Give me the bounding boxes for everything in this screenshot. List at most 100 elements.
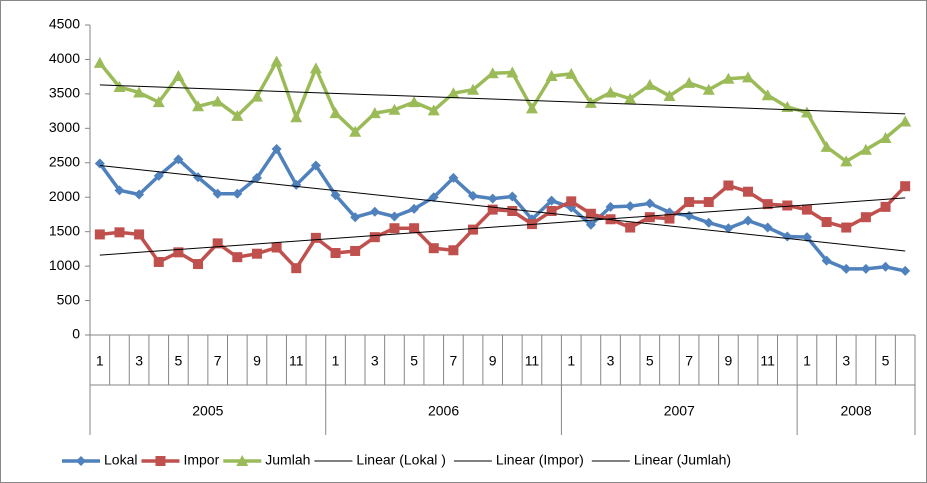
data-point bbox=[624, 92, 637, 104]
data-point bbox=[113, 81, 126, 92]
data-point bbox=[211, 95, 224, 107]
legend-label: Linear (Jumlah) bbox=[634, 452, 731, 468]
data-point bbox=[134, 229, 145, 240]
data-point bbox=[782, 200, 793, 211]
data-point bbox=[369, 206, 380, 217]
x-tick-label: 5 bbox=[410, 353, 418, 369]
legend-marker bbox=[155, 456, 166, 466]
data-point bbox=[212, 188, 223, 199]
legend-label: Linear (Lokal ) bbox=[356, 452, 446, 468]
data-point bbox=[506, 66, 519, 78]
x-tick-label: 3 bbox=[135, 353, 143, 369]
data-point bbox=[565, 67, 578, 79]
data-point bbox=[841, 263, 852, 274]
data-point bbox=[231, 109, 244, 121]
data-point bbox=[743, 215, 754, 226]
data-point bbox=[310, 232, 321, 243]
data-point bbox=[625, 222, 636, 233]
x-tick-label: 5 bbox=[174, 353, 182, 369]
x-tick-label: 3 bbox=[371, 353, 379, 369]
y-tick-label: 1000 bbox=[49, 257, 80, 273]
data-point bbox=[467, 83, 480, 95]
data-point bbox=[762, 222, 773, 233]
data-point bbox=[468, 224, 479, 235]
data-point bbox=[625, 201, 636, 212]
data-point bbox=[212, 238, 223, 249]
trendline bbox=[99, 165, 906, 252]
x-tick-label: 7 bbox=[214, 353, 222, 369]
data-point bbox=[350, 245, 361, 256]
data-point bbox=[114, 227, 125, 238]
data-point bbox=[250, 90, 263, 102]
y-tick-label: 4000 bbox=[49, 50, 80, 66]
data-point bbox=[251, 248, 262, 259]
data-point bbox=[369, 232, 380, 243]
data-point bbox=[880, 201, 891, 212]
data-point bbox=[133, 86, 146, 98]
data-point bbox=[310, 160, 321, 171]
trendline bbox=[99, 84, 906, 115]
data-point bbox=[507, 191, 518, 202]
x-tick-label: 9 bbox=[253, 353, 261, 369]
legend-marker bbox=[236, 455, 249, 466]
data-point bbox=[663, 89, 676, 101]
legend-label: Jumlah bbox=[265, 452, 310, 468]
data-point bbox=[605, 201, 616, 212]
data-point bbox=[683, 76, 696, 88]
data-point bbox=[409, 223, 420, 234]
data-point bbox=[290, 111, 303, 123]
data-point bbox=[644, 198, 655, 209]
legend-label: Lokal bbox=[104, 452, 137, 468]
data-point bbox=[173, 247, 184, 258]
data-point bbox=[153, 170, 164, 181]
data-point bbox=[585, 208, 596, 219]
data-point bbox=[389, 211, 400, 222]
year-label: 2006 bbox=[428, 403, 459, 419]
data-point bbox=[820, 140, 833, 152]
x-tick-label: 11 bbox=[760, 353, 775, 369]
data-point bbox=[232, 252, 243, 263]
data-point bbox=[428, 192, 439, 203]
y-tick-label: 2500 bbox=[49, 153, 80, 169]
x-tick-label: 5 bbox=[882, 353, 890, 369]
data-point bbox=[723, 223, 734, 234]
data-point bbox=[761, 89, 774, 101]
data-point bbox=[349, 125, 362, 137]
x-tick-label: 9 bbox=[489, 353, 497, 369]
data-point bbox=[329, 107, 342, 119]
x-tick-label: 9 bbox=[724, 353, 732, 369]
x-tick-label: 3 bbox=[607, 353, 615, 369]
data-point bbox=[900, 181, 911, 192]
data-point bbox=[291, 263, 302, 274]
data-point bbox=[604, 86, 617, 98]
y-tick-label: 3500 bbox=[49, 85, 80, 101]
data-point bbox=[448, 245, 459, 256]
data-point bbox=[525, 102, 538, 114]
data-point bbox=[172, 69, 185, 81]
data-point bbox=[585, 219, 596, 230]
data-point bbox=[859, 143, 872, 155]
data-point bbox=[545, 69, 558, 81]
data-point bbox=[546, 195, 557, 206]
data-point bbox=[821, 217, 832, 228]
data-point bbox=[409, 203, 420, 214]
x-tick-label: 1 bbox=[567, 353, 575, 369]
x-tick-label: 3 bbox=[842, 353, 850, 369]
data-point bbox=[487, 204, 498, 215]
data-point bbox=[800, 106, 813, 118]
x-tick-label: 1 bbox=[332, 353, 340, 369]
data-point bbox=[684, 197, 695, 208]
data-point bbox=[271, 144, 282, 154]
y-tick-label: 2000 bbox=[49, 188, 80, 204]
data-point bbox=[134, 189, 145, 200]
data-point bbox=[408, 96, 421, 108]
data-point bbox=[900, 265, 911, 276]
year-label: 2008 bbox=[840, 403, 871, 419]
data-point bbox=[448, 172, 459, 183]
data-point bbox=[860, 212, 871, 223]
legend-label: Impor bbox=[183, 452, 219, 468]
data-point bbox=[644, 212, 655, 223]
x-tick-label: 7 bbox=[685, 353, 693, 369]
data-point bbox=[447, 87, 460, 99]
